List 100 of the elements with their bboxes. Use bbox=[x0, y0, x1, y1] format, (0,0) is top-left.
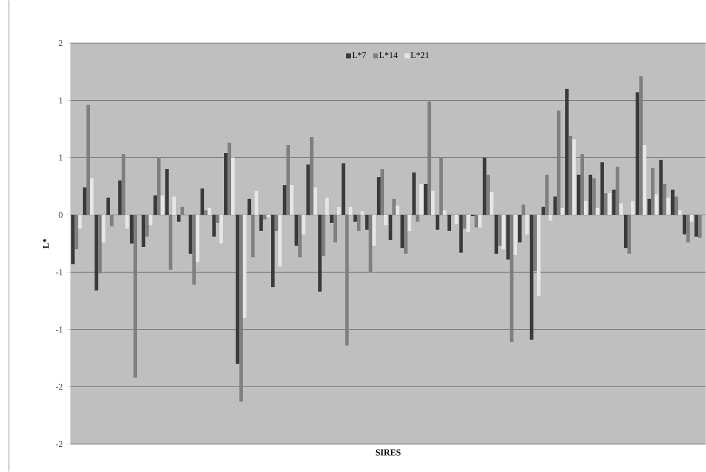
bar bbox=[530, 214, 534, 340]
bar bbox=[204, 210, 208, 215]
bar bbox=[239, 214, 243, 402]
bar bbox=[686, 214, 690, 242]
bar bbox=[71, 214, 75, 264]
bar bbox=[482, 158, 486, 215]
bar bbox=[165, 169, 169, 215]
bar bbox=[294, 214, 298, 246]
bar bbox=[536, 214, 540, 296]
bar bbox=[216, 214, 220, 223]
bar bbox=[380, 169, 384, 215]
bar bbox=[345, 214, 349, 346]
bar bbox=[553, 196, 557, 215]
bar bbox=[130, 214, 134, 244]
bar bbox=[636, 92, 640, 215]
bar bbox=[90, 178, 94, 215]
bar bbox=[322, 214, 326, 256]
bar bbox=[416, 214, 420, 222]
bar bbox=[572, 139, 576, 215]
bar bbox=[588, 174, 592, 215]
y-tick-label: -2 bbox=[56, 441, 62, 448]
bar bbox=[545, 174, 549, 215]
bar bbox=[560, 208, 564, 215]
bar bbox=[360, 211, 364, 215]
bar bbox=[662, 184, 666, 215]
bar bbox=[596, 208, 600, 215]
y-tick-label: -1 bbox=[56, 326, 62, 332]
legend-label: L*14 bbox=[379, 52, 398, 58]
bar bbox=[576, 174, 580, 215]
bar bbox=[212, 214, 216, 237]
bar bbox=[251, 214, 255, 258]
bar bbox=[102, 214, 106, 242]
bar bbox=[518, 214, 522, 242]
bar bbox=[659, 160, 663, 215]
bar bbox=[133, 214, 138, 378]
bar bbox=[142, 214, 146, 247]
bar bbox=[674, 196, 678, 215]
bar bbox=[698, 214, 702, 238]
bar bbox=[302, 214, 306, 234]
bar bbox=[106, 198, 110, 215]
bar bbox=[74, 214, 78, 250]
bar bbox=[428, 101, 432, 215]
bar bbox=[478, 214, 482, 228]
bar bbox=[248, 198, 252, 215]
bar bbox=[286, 145, 290, 215]
bar bbox=[160, 195, 164, 215]
bar bbox=[584, 201, 588, 215]
bar bbox=[619, 203, 623, 215]
bar bbox=[525, 214, 529, 234]
bar bbox=[666, 198, 670, 215]
bar bbox=[125, 214, 129, 229]
bar bbox=[333, 214, 337, 242]
bar bbox=[651, 168, 655, 215]
y-tick-label: 0 bbox=[58, 212, 63, 218]
bar bbox=[384, 214, 388, 226]
bar bbox=[548, 214, 552, 221]
bar bbox=[502, 214, 506, 250]
bar bbox=[148, 214, 152, 226]
bar bbox=[388, 214, 392, 240]
y-tick-label: 1 bbox=[59, 97, 62, 104]
bar bbox=[513, 214, 517, 256]
bar bbox=[176, 214, 181, 222]
bar bbox=[262, 214, 266, 220]
bar bbox=[372, 214, 376, 246]
bar bbox=[145, 214, 149, 237]
bar bbox=[376, 177, 380, 215]
bar bbox=[200, 188, 204, 215]
bar bbox=[278, 214, 282, 266]
bar bbox=[188, 214, 192, 254]
legend-label: L*7 bbox=[352, 52, 366, 58]
bar bbox=[353, 214, 357, 222]
bar bbox=[180, 206, 184, 215]
bar bbox=[342, 163, 346, 215]
bar bbox=[439, 158, 443, 215]
bar bbox=[82, 187, 86, 215]
bar bbox=[459, 214, 463, 253]
bar bbox=[396, 206, 400, 215]
bar bbox=[522, 204, 526, 215]
bar bbox=[290, 185, 294, 215]
y-tick-label: -1 bbox=[56, 269, 62, 276]
bar bbox=[616, 166, 620, 215]
bar bbox=[600, 162, 604, 215]
bar bbox=[486, 174, 490, 215]
bar bbox=[608, 193, 612, 215]
bar bbox=[690, 214, 694, 222]
bar bbox=[259, 214, 263, 231]
bar bbox=[627, 214, 632, 254]
bar bbox=[78, 214, 82, 229]
bar bbox=[122, 154, 126, 215]
bar bbox=[392, 198, 396, 215]
bar bbox=[494, 214, 498, 254]
bar bbox=[408, 214, 412, 231]
bar bbox=[436, 214, 440, 230]
bar bbox=[157, 158, 161, 215]
y-tick-label: 2 bbox=[58, 40, 62, 46]
bar bbox=[431, 190, 435, 215]
y-tick-label: -2 bbox=[56, 384, 62, 390]
bar bbox=[330, 214, 334, 223]
bar bbox=[498, 214, 502, 246]
bar bbox=[310, 137, 314, 215]
